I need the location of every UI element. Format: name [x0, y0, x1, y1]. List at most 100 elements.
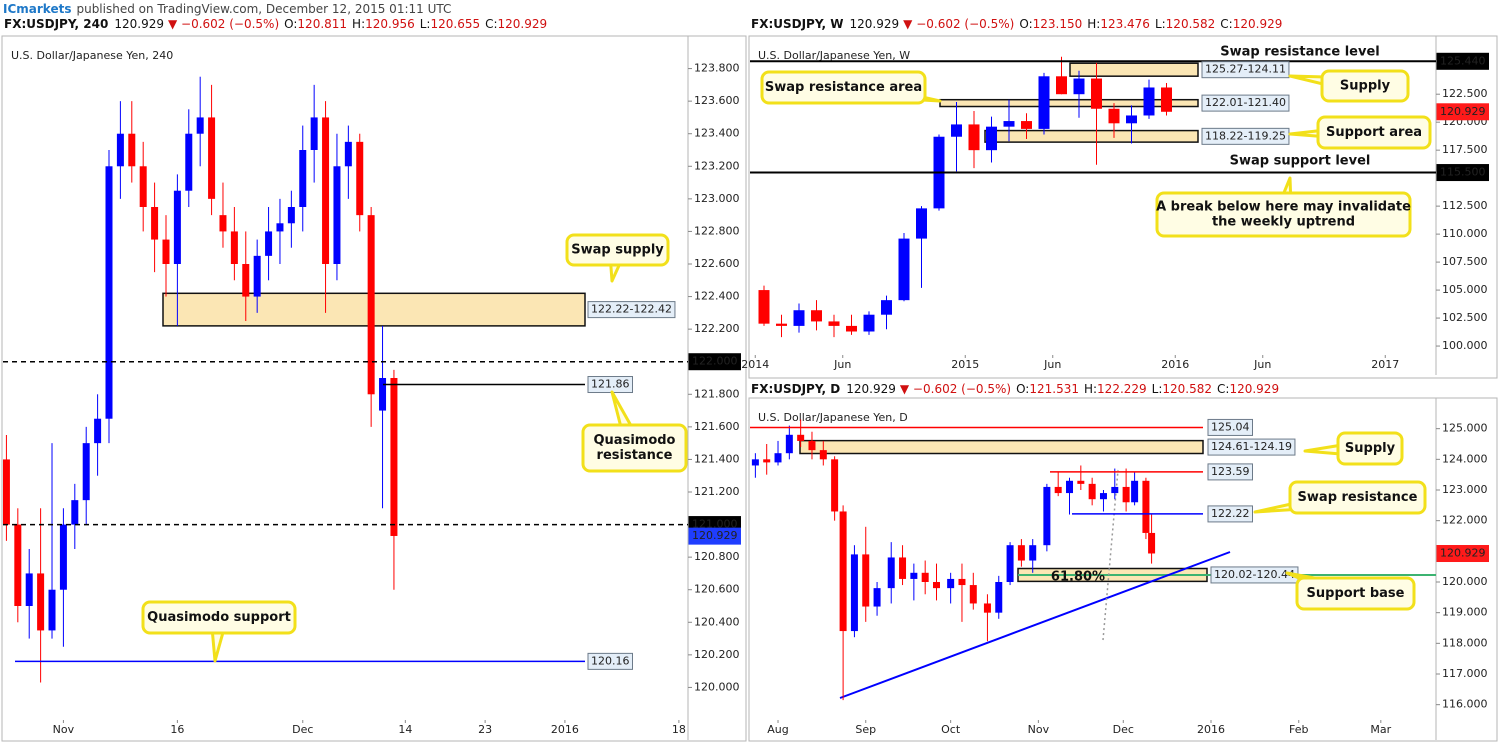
plot-area: U.S. Dollar/Japanese Yen, D: [750, 411, 1436, 701]
candle-body: [850, 554, 858, 632]
symbol-header: FX:USDJPY, 240 120.929 ▼ −0.602 (−0.5%) O:1…: [4, 17, 547, 31]
candle-body: [969, 585, 977, 604]
ohlc-value: 120.582: [1166, 17, 1216, 31]
candle-body: [208, 117, 216, 199]
x-tick-label: Jun: [1043, 358, 1061, 371]
callout-text: A break below here may invalidate: [1156, 200, 1411, 215]
price-label-box: [587, 652, 633, 670]
y-tick-label: 123.200: [694, 159, 740, 172]
candle-body: [310, 117, 318, 150]
y-tick-label: 100.000: [1442, 339, 1488, 352]
x-tick-label: Oct: [941, 723, 961, 736]
zone-label-box: [1201, 94, 1290, 112]
y-tick-label: 121.400: [694, 452, 740, 465]
candle-body: [1073, 78, 1085, 95]
chart-panel: FX:USDJPY, D 120.929 ▼ −0.602 (−0.5%) O:121…: [748, 382, 1498, 742]
candle-body: [367, 215, 375, 395]
candle-body: [958, 578, 966, 586]
callout: Swap supply: [565, 233, 670, 283]
watermark: U.S. Dollar/Japanese Yen, D: [758, 411, 908, 424]
candle-body: [1111, 486, 1119, 494]
y-tick-label: 120.800: [694, 550, 740, 563]
author-link[interactable]: ICmarkets: [3, 2, 71, 16]
candle-body: [898, 238, 910, 301]
y-tick-label: 117.000: [1442, 667, 1488, 680]
price-label: 125.04: [1211, 420, 1250, 433]
zone-label-box: [587, 301, 676, 319]
y-tick-label: 123.600: [694, 94, 740, 107]
callout-text: Quasimodo: [594, 433, 676, 448]
candle-body: [1038, 76, 1050, 129]
candle-body: [37, 573, 45, 631]
candle-body: [162, 239, 170, 264]
candle-body: [793, 310, 805, 326]
callout-box: [141, 600, 297, 635]
axis-price-label-box: [688, 353, 741, 371]
candle-body: [333, 166, 341, 264]
candle-body: [785, 434, 793, 454]
x-tick-label: Nov: [1028, 723, 1050, 736]
ohlc-label: C:: [1220, 17, 1232, 31]
price-label: 120.16: [591, 654, 630, 667]
candle-body: [995, 582, 1003, 613]
callout-text: Swap resistance area: [765, 80, 922, 95]
candle-body: [1148, 532, 1156, 554]
zone: [939, 98, 1199, 108]
candle-body: [287, 207, 295, 224]
ohlc-value: 120.582: [1162, 382, 1212, 396]
zone-label: 124.61-124.19: [1211, 440, 1292, 453]
candle-body: [1066, 480, 1074, 494]
candle-body: [932, 582, 940, 589]
candle-body: [94, 418, 102, 444]
watermark: U.S. Dollar/Japanese Yen, 240: [11, 49, 173, 62]
x-tick-label: 2014: [741, 358, 769, 371]
candle-body: [910, 572, 918, 579]
ohlc-value: 122.229: [1097, 382, 1147, 396]
y-tick-label: 121.600: [694, 420, 740, 433]
candle-body: [1043, 486, 1051, 546]
candle-body: [322, 117, 330, 264]
note: 61.80%: [1051, 570, 1105, 585]
x-tick-label: Dec: [1113, 723, 1134, 736]
candle-body: [811, 310, 822, 322]
callout: Swap resistance area: [760, 70, 942, 105]
ohlc-value: 121.531: [1029, 382, 1079, 396]
candle-body: [1054, 486, 1062, 494]
y-tick-label: 120.400: [694, 615, 740, 628]
candle-body: [3, 459, 10, 525]
candle-body: [390, 378, 398, 536]
y-tick-label: 121.200: [694, 485, 740, 498]
ohlc-value: 123.150: [1033, 17, 1083, 31]
symbol-header: FX:USDJPY, D 120.929 ▼ −0.602 (−0.5%) O:121…: [751, 382, 1279, 396]
candle-body: [276, 223, 284, 232]
callout: Supply: [1303, 431, 1404, 466]
callout-text: Quasimodo support: [147, 610, 291, 625]
candle-body: [947, 578, 955, 589]
zone-label: 125.27-124.11: [1205, 63, 1286, 76]
chart-panel: FX:USDJPY, W 120.929 ▼ −0.602 (−0.5%) O:123…: [741, 17, 1498, 379]
x-tick-label: Jun: [833, 358, 851, 371]
zone-label-box: [1207, 438, 1296, 456]
candle-body: [14, 524, 22, 606]
price-label-box: [1207, 463, 1253, 481]
callout-text: Swap supply: [571, 243, 664, 258]
candle-body: [1126, 115, 1137, 124]
x-tick-label: Sep: [855, 723, 876, 736]
candle-body: [196, 117, 204, 134]
candle-body: [846, 325, 857, 332]
candle-body: [230, 231, 238, 264]
candle-body: [863, 314, 875, 332]
x-tick-label: 16: [170, 723, 184, 736]
y-tick-label: 120.600: [694, 583, 740, 596]
ohlc-label: L:: [420, 17, 431, 31]
ohlc-label: O:: [1016, 382, 1029, 396]
callout-box: [1155, 191, 1412, 238]
candle-body: [242, 264, 250, 297]
axis-price-label-box: [1436, 52, 1489, 70]
candle-body: [828, 321, 840, 326]
callout: Supply: [1288, 69, 1410, 103]
candle-body: [1142, 480, 1150, 533]
fib-handle: [1102, 469, 1119, 641]
ohlc-value: 120.929: [1229, 382, 1279, 396]
